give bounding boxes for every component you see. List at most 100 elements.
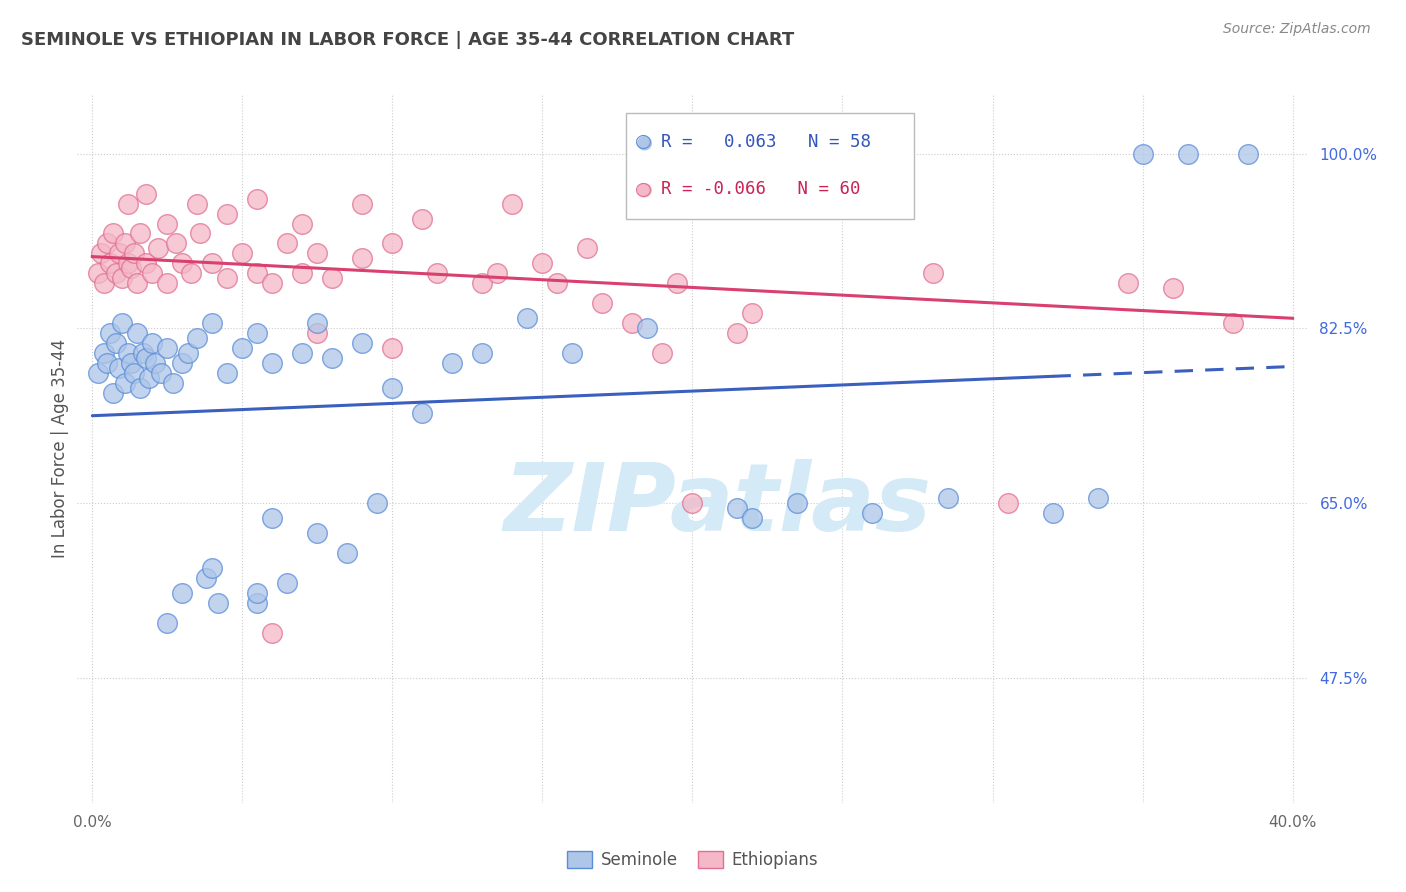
Text: ●: ●: [636, 132, 652, 152]
Text: ●: ●: [636, 179, 652, 199]
Point: [111, 271, 134, 285]
Point: [177, 346, 200, 360]
Point: [201, 561, 224, 575]
Text: Source: ZipAtlas.com: Source: ZipAtlas.com: [1223, 22, 1371, 37]
Y-axis label: In Labor Force | Age 35-44: In Labor Force | Age 35-44: [51, 339, 69, 558]
Point: [471, 277, 494, 291]
Point: [156, 277, 179, 291]
Point: [1042, 506, 1064, 520]
Point: [120, 356, 142, 370]
Point: [117, 346, 139, 360]
Point: [352, 196, 374, 211]
Point: [426, 267, 449, 281]
Point: [501, 196, 523, 211]
Point: [162, 376, 184, 391]
Point: [186, 196, 208, 211]
Point: [135, 351, 157, 366]
Point: [141, 267, 163, 281]
Point: [114, 236, 136, 251]
Point: [921, 267, 943, 281]
Point: [441, 356, 464, 370]
Point: [727, 501, 749, 516]
Point: [217, 367, 239, 381]
Point: [246, 596, 269, 610]
Point: [321, 271, 343, 285]
Point: [1087, 491, 1109, 505]
Point: [636, 321, 658, 335]
Point: [1222, 317, 1244, 331]
Point: [246, 267, 269, 281]
Text: SEMINOLE VS ETHIOPIAN IN LABOR FORCE | AGE 35-44 CORRELATION CHART: SEMINOLE VS ETHIOPIAN IN LABOR FORCE | A…: [21, 31, 794, 49]
Point: [276, 576, 298, 591]
Point: [262, 356, 284, 370]
Point: [156, 615, 179, 630]
Point: [1132, 146, 1154, 161]
Point: [531, 256, 554, 270]
Point: [936, 491, 959, 505]
Point: [87, 267, 110, 281]
Point: [132, 346, 155, 360]
Point: [352, 252, 374, 266]
Point: [105, 336, 128, 351]
Point: [156, 217, 179, 231]
Point: [93, 346, 115, 360]
Point: [262, 626, 284, 640]
Point: [231, 246, 253, 260]
Point: [127, 326, 149, 341]
Point: [93, 277, 115, 291]
Point: [1177, 146, 1199, 161]
Point: [997, 496, 1019, 510]
Point: [103, 227, 125, 241]
Point: [135, 256, 157, 270]
Point: [291, 346, 314, 360]
Point: [148, 242, 170, 256]
Point: [124, 246, 146, 260]
Point: [217, 206, 239, 220]
Point: [727, 326, 749, 341]
Point: [862, 506, 884, 520]
Point: [741, 511, 763, 525]
Point: [307, 317, 329, 331]
Point: [117, 256, 139, 270]
Point: [786, 496, 808, 510]
Point: [651, 346, 673, 360]
Point: [666, 277, 689, 291]
Point: [90, 246, 112, 260]
Point: [105, 267, 128, 281]
Point: [1161, 281, 1184, 295]
Point: [366, 496, 388, 510]
Point: [741, 306, 763, 320]
Point: [1236, 146, 1258, 161]
Point: [576, 242, 599, 256]
Point: [127, 277, 149, 291]
Point: [291, 217, 314, 231]
Point: [682, 496, 704, 510]
Point: [276, 236, 298, 251]
Point: [172, 256, 194, 270]
Point: [201, 256, 224, 270]
Point: [262, 277, 284, 291]
Point: [129, 227, 152, 241]
Point: [291, 267, 314, 281]
Text: R =   0.063   N = 58: R = 0.063 N = 58: [661, 133, 870, 151]
Legend: Seminole, Ethiopians: Seminole, Ethiopians: [561, 845, 824, 876]
Point: [246, 586, 269, 600]
Point: [621, 317, 644, 331]
Text: ○: ○: [636, 179, 652, 199]
Point: [561, 346, 583, 360]
Point: [156, 342, 179, 356]
Point: [111, 317, 134, 331]
Point: [486, 267, 509, 281]
Point: [141, 336, 163, 351]
Point: [129, 381, 152, 395]
Point: [307, 246, 329, 260]
Point: [246, 326, 269, 341]
Point: [180, 267, 202, 281]
Point: [546, 277, 568, 291]
Point: [411, 211, 433, 226]
Point: [246, 192, 269, 206]
Point: [381, 236, 404, 251]
Point: [201, 317, 224, 331]
Point: [172, 586, 194, 600]
Point: [96, 356, 118, 370]
